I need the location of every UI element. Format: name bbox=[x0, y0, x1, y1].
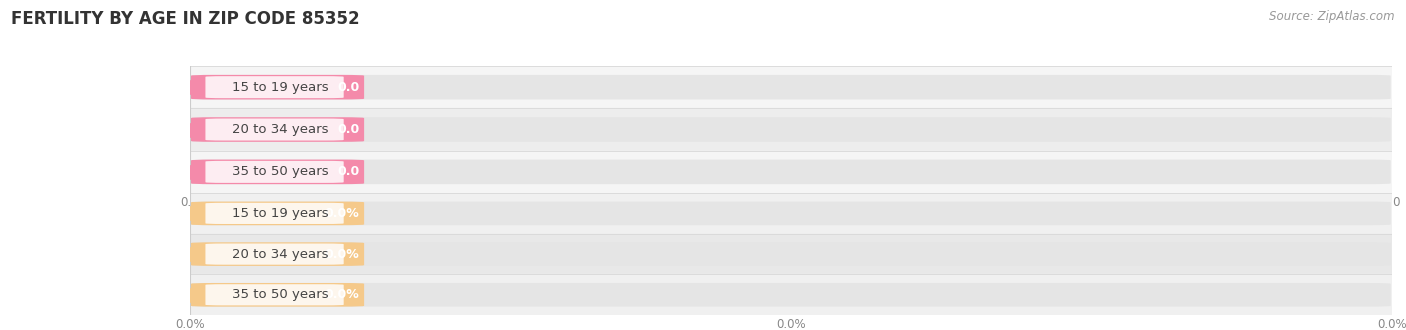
Text: 35 to 50 years: 35 to 50 years bbox=[232, 288, 328, 301]
Text: 35 to 50 years: 35 to 50 years bbox=[232, 165, 328, 179]
Text: 15 to 19 years: 15 to 19 years bbox=[232, 207, 328, 220]
FancyBboxPatch shape bbox=[191, 202, 364, 225]
Text: Source: ZipAtlas.com: Source: ZipAtlas.com bbox=[1270, 10, 1395, 23]
Bar bbox=[190, 234, 1392, 275]
FancyBboxPatch shape bbox=[205, 118, 343, 141]
FancyBboxPatch shape bbox=[205, 284, 343, 305]
Text: 0.0%: 0.0% bbox=[325, 288, 360, 301]
FancyBboxPatch shape bbox=[191, 75, 364, 99]
Text: 0.0: 0.0 bbox=[337, 123, 360, 136]
Bar bbox=[190, 275, 1392, 315]
Bar bbox=[190, 151, 1392, 193]
FancyBboxPatch shape bbox=[191, 117, 364, 142]
FancyBboxPatch shape bbox=[191, 242, 1391, 266]
FancyBboxPatch shape bbox=[191, 283, 364, 307]
FancyBboxPatch shape bbox=[205, 76, 343, 98]
Text: 20 to 34 years: 20 to 34 years bbox=[232, 248, 328, 261]
FancyBboxPatch shape bbox=[191, 160, 364, 184]
FancyBboxPatch shape bbox=[191, 242, 364, 266]
Text: 15 to 19 years: 15 to 19 years bbox=[232, 81, 328, 94]
Bar bbox=[190, 66, 1392, 108]
Text: 20 to 34 years: 20 to 34 years bbox=[232, 123, 328, 136]
Text: 0.0: 0.0 bbox=[337, 81, 360, 94]
FancyBboxPatch shape bbox=[191, 202, 1391, 225]
Text: 0.0%: 0.0% bbox=[325, 207, 360, 220]
FancyBboxPatch shape bbox=[191, 75, 1391, 99]
FancyBboxPatch shape bbox=[205, 244, 343, 265]
FancyBboxPatch shape bbox=[205, 203, 343, 224]
FancyBboxPatch shape bbox=[191, 117, 1391, 142]
Text: 0.0: 0.0 bbox=[337, 165, 360, 179]
Bar bbox=[190, 193, 1392, 234]
FancyBboxPatch shape bbox=[191, 283, 1391, 307]
Text: 0.0%: 0.0% bbox=[325, 248, 360, 261]
FancyBboxPatch shape bbox=[191, 160, 1391, 184]
Text: FERTILITY BY AGE IN ZIP CODE 85352: FERTILITY BY AGE IN ZIP CODE 85352 bbox=[11, 10, 360, 28]
Bar bbox=[190, 108, 1392, 151]
FancyBboxPatch shape bbox=[205, 161, 343, 183]
